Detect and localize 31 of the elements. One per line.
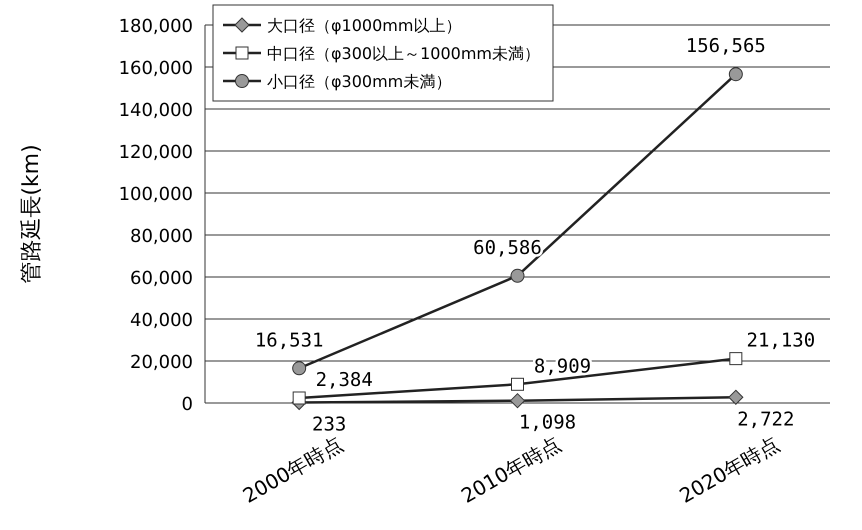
y-tick-label: 40,000 xyxy=(130,310,193,331)
data-label: 21,130 xyxy=(746,330,816,352)
point xyxy=(292,361,306,376)
data-label: 60,586 xyxy=(473,236,542,259)
data-label: 156,565 xyxy=(686,35,766,58)
y-tick-label: 140,000 xyxy=(118,100,193,121)
data-label: 16,531 xyxy=(254,329,324,352)
y-tick-label: 60,000 xyxy=(130,268,193,289)
data-label: 233 xyxy=(312,414,346,436)
point xyxy=(511,378,524,391)
data-label: 2,722 xyxy=(737,408,794,430)
point xyxy=(510,268,524,283)
legend-label: 小口径（φ300mm未満） xyxy=(267,72,452,91)
point xyxy=(292,391,306,404)
point xyxy=(728,390,744,405)
y-tick-label: 160,000 xyxy=(118,58,193,79)
data-label: 8,909 xyxy=(534,355,592,378)
point xyxy=(728,67,743,82)
y-tick-label: 20,000 xyxy=(130,352,193,373)
y-tick-label: 80,000 xyxy=(130,226,193,247)
y-tick-label: 120,000 xyxy=(118,142,193,163)
data-label: 1,098 xyxy=(518,412,576,434)
y-tick-label: 180,000 xyxy=(118,16,193,37)
point xyxy=(510,393,525,408)
y-axis-title: 管路延長(km) xyxy=(19,144,44,284)
data-label: 2,384 xyxy=(316,368,373,391)
legend-label: 中口径（φ300以上～1000mm未満） xyxy=(267,44,540,63)
legend-label: 大口径（φ1000mm以上） xyxy=(267,16,462,35)
y-tick-label: 0 xyxy=(182,394,193,415)
point xyxy=(729,352,742,366)
y-tick-label: 100,000 xyxy=(118,184,193,205)
